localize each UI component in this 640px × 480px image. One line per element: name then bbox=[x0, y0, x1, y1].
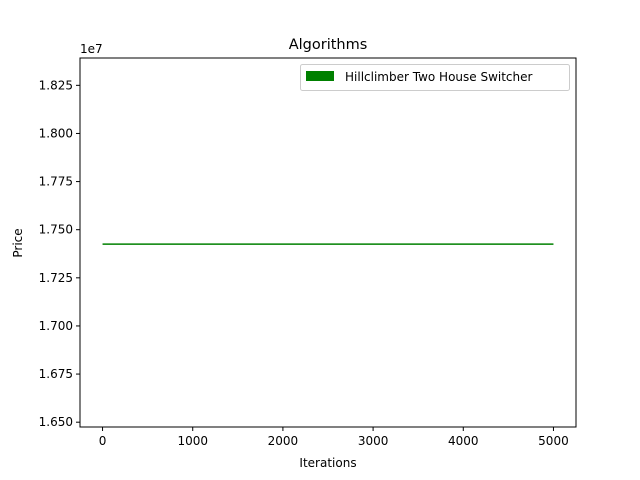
x-tick-label: 0 bbox=[99, 434, 107, 448]
plot-area bbox=[79, 57, 577, 428]
x-axis-ticks: 0 1000 2000 3000 4000 5000 bbox=[99, 427, 569, 448]
x-tick-label: 2000 bbox=[268, 434, 299, 448]
y-tick-label: 1.800 bbox=[39, 126, 73, 140]
x-tick-label: 1000 bbox=[177, 434, 208, 448]
legend: Hillclimber Two House Switcher bbox=[300, 64, 570, 91]
y-tick-label: 1.700 bbox=[39, 319, 73, 333]
plot-frame bbox=[79, 57, 577, 428]
x-tick-label: 5000 bbox=[538, 434, 569, 448]
y-axis-label: Price bbox=[11, 228, 25, 257]
y-axis-ticks: 1.650 1.675 1.700 1.725 1.750 1.775 1.800 1.825 bbox=[39, 78, 80, 429]
x-tick-label: 3000 bbox=[358, 434, 389, 448]
legend-label: Hillclimber Two House Switcher bbox=[345, 70, 533, 84]
x-tick-label: 4000 bbox=[448, 434, 479, 448]
y-tick-label: 1.650 bbox=[39, 415, 73, 429]
y-tick-label: 1.775 bbox=[39, 175, 73, 189]
y-tick-label: 1.825 bbox=[39, 78, 73, 92]
chart-title: Algorithms bbox=[289, 37, 368, 53]
y-tick-label: 1.750 bbox=[39, 223, 73, 237]
y-axis-offset-label: 1e7 bbox=[80, 42, 103, 56]
y-tick-label: 1.675 bbox=[39, 367, 73, 381]
legend-swatch bbox=[306, 71, 334, 81]
x-axis-label: Iterations bbox=[299, 456, 356, 470]
legend-box bbox=[300, 64, 570, 91]
y-tick-label: 1.725 bbox=[39, 271, 73, 285]
